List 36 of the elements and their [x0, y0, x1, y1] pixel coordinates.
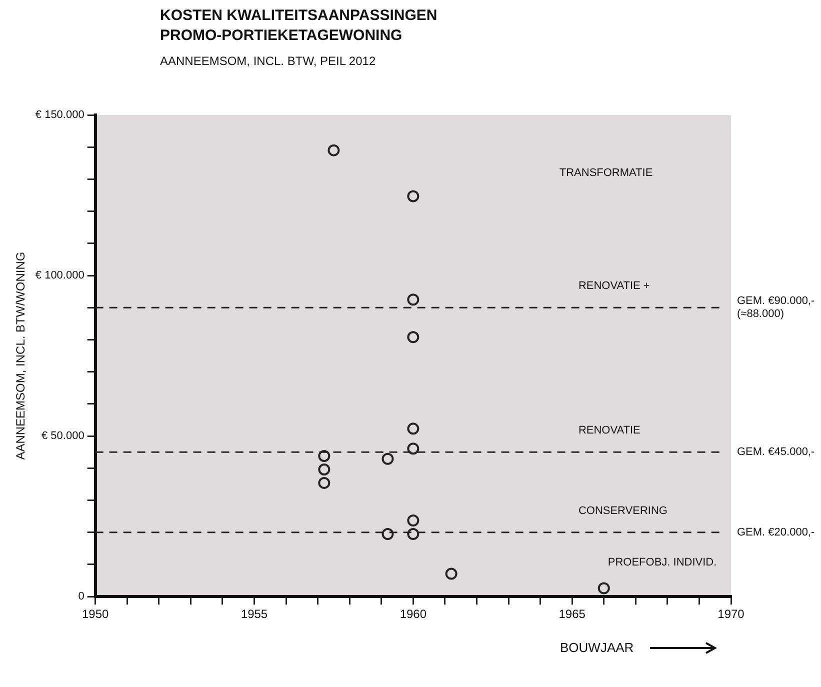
point	[407, 442, 420, 455]
point	[598, 582, 610, 594]
x-tick-label: 1950	[82, 607, 110, 622]
point	[407, 514, 420, 527]
ref-line-label: RENOVATIE	[578, 424, 640, 437]
y-axis-title: AANNEEMSOM, INCL. BTW/WONING	[14, 252, 28, 460]
point	[318, 476, 330, 489]
point	[382, 528, 394, 540]
x-tick-label: 1955	[240, 607, 268, 622]
point	[318, 463, 330, 476]
x-tick-label: 1965	[558, 607, 586, 622]
point	[318, 450, 330, 462]
chart-title: KOSTEN KWALITEITSAANPASSINGEN PROMO-PORTIEKETAGEWONING	[160, 6, 438, 46]
x-axis-title: BOUWJAAR	[560, 640, 634, 655]
point	[328, 144, 340, 156]
text: GEM. €90.000,- (≈88.000)	[737, 295, 815, 320]
annotation: TRANSFORMATIE	[559, 166, 653, 179]
point	[382, 452, 394, 465]
text: GEM. €45.000,-	[737, 446, 815, 458]
x-tick-label: 1970	[718, 607, 745, 622]
y-tick-label: € 100.000	[35, 270, 84, 282]
text: GEM. €20.000,-	[737, 526, 815, 538]
y-tick-label: € 150.000	[35, 109, 84, 122]
annotation: PROEFOBJ. INDIVID.	[608, 556, 717, 568]
point	[407, 528, 420, 540]
ref-line-label: CONSERVERING	[578, 504, 668, 517]
y-tick-label: € 50.000	[42, 430, 84, 442]
chart-subtitle: AANNEEMSOM, INCL. BTW, PEIL 2012	[160, 54, 377, 68]
point	[407, 331, 420, 344]
point	[407, 422, 420, 435]
y-tick-label: 0	[78, 590, 84, 603]
ref-line-label: RENOVATIE +	[578, 280, 650, 292]
point	[407, 294, 420, 306]
point	[407, 190, 420, 202]
point	[445, 568, 458, 580]
x-tick-label: 1960	[400, 607, 427, 622]
